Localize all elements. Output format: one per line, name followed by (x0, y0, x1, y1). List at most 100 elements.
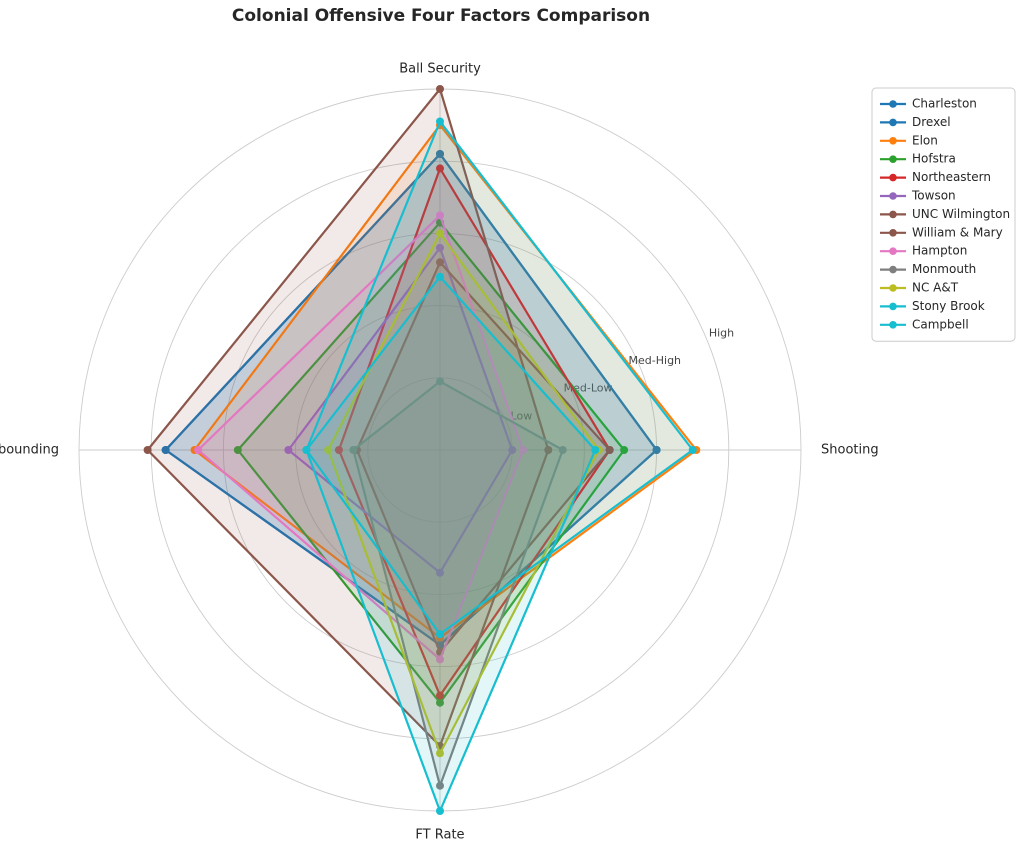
legend-label: William & Mary (912, 225, 1003, 239)
legend-box (871, 87, 1016, 342)
data-point (302, 446, 311, 454)
data-point (436, 149, 444, 158)
data-point (591, 446, 600, 454)
legend-marker (889, 229, 897, 237)
legend-label: Towson (911, 189, 956, 203)
legend-marker (889, 100, 897, 108)
data-point (436, 781, 444, 790)
ring-label: High (709, 326, 734, 339)
data-point (436, 272, 444, 281)
legend-marker (889, 284, 897, 292)
legend-item: NC A&T (880, 281, 959, 295)
legend-item: Hampton (880, 244, 967, 258)
series-area (353, 381, 563, 786)
legend: Charleston Drexel Elon Hofstra Northeastern T… (871, 87, 1016, 342)
legend-item: Monmouth (880, 262, 976, 276)
data-point (436, 211, 444, 220)
data-point (519, 446, 528, 454)
data-point (334, 446, 343, 454)
legend-label: Hampton (912, 244, 967, 258)
legend-marker (889, 265, 897, 274)
data-point (143, 446, 152, 454)
legend-marker (889, 173, 897, 182)
legend-marker (889, 302, 897, 311)
data-point (605, 446, 614, 454)
axis-label-shooting: Shooting (821, 443, 879, 458)
legend-item: Towson (880, 189, 956, 203)
data-point (436, 749, 444, 758)
data-point (508, 446, 517, 454)
data-point (284, 446, 293, 454)
series-area (328, 233, 599, 754)
data-point (558, 446, 567, 454)
legend-marker (889, 137, 897, 145)
series-hampton (194, 211, 528, 664)
data-point (652, 446, 661, 454)
axis-label-off-rebounding: Off Rebounding (0, 443, 59, 458)
series-nc-a-t (324, 229, 603, 758)
data-point (436, 243, 444, 252)
legend-item: Drexel (880, 115, 951, 129)
data-point (436, 229, 444, 238)
data-point (161, 446, 170, 454)
legend-item: Northeastern (880, 170, 991, 184)
series-william-mary (143, 85, 553, 751)
data-point (194, 446, 203, 454)
data-point (436, 164, 444, 173)
legend-label: Stony Brook (912, 299, 985, 313)
ring-label: Med-High (629, 354, 682, 367)
data-point (620, 446, 629, 454)
data-point (436, 630, 444, 639)
data-point (688, 446, 697, 454)
legend-label: Campbell (912, 317, 969, 331)
legend-marker (889, 247, 897, 255)
legend-label: Monmouth (912, 262, 976, 276)
legend-label: Charleston (912, 97, 977, 111)
series-group (143, 85, 701, 815)
data-point (436, 691, 444, 700)
data-point (324, 446, 333, 454)
data-point (436, 568, 444, 577)
axis-label-ft-rate: FT Rate (415, 828, 464, 843)
data-point (436, 258, 444, 267)
series-campbell (302, 272, 600, 815)
legend-item: Charleston (880, 97, 977, 111)
data-point (233, 446, 242, 454)
legend-marker (889, 321, 897, 329)
data-point (349, 446, 358, 454)
data-point (436, 377, 444, 386)
data-point (436, 85, 444, 93)
legend-marker (889, 210, 897, 219)
series-area (198, 215, 524, 660)
legend-label: Elon (912, 133, 938, 147)
legend-label: NC A&T (912, 281, 959, 295)
data-point (436, 655, 444, 664)
series-area (306, 276, 596, 812)
data-point (436, 117, 444, 126)
legend-label: Northeastern (912, 170, 991, 184)
legend-marker (889, 192, 897, 200)
legend-item: Campbell (880, 317, 969, 331)
legend-item: Elon (880, 133, 938, 147)
chart-title: Colonial Offensive Four Factors Comparis… (231, 6, 651, 26)
legend-item: Hofstra (880, 152, 956, 166)
legend-marker (889, 118, 897, 127)
series-area (194, 125, 697, 638)
legend-label: UNC Wilmington (912, 207, 1010, 221)
series-area (356, 262, 610, 653)
ring-label: Low (511, 409, 533, 422)
data-point (544, 446, 553, 454)
data-point (436, 698, 444, 707)
series-area (147, 89, 549, 747)
legend-label: Drexel (912, 115, 951, 129)
series-area (306, 121, 693, 635)
axis-label-ball-security: Ball Security (399, 62, 481, 77)
legend-item: UNC Wilmington (880, 207, 1010, 221)
legend-label: Hofstra (912, 152, 956, 166)
legend-item: William & Mary (880, 225, 1003, 239)
legend-item: Stony Brook (880, 299, 985, 313)
legend-marker (889, 155, 897, 163)
data-point (436, 807, 444, 815)
